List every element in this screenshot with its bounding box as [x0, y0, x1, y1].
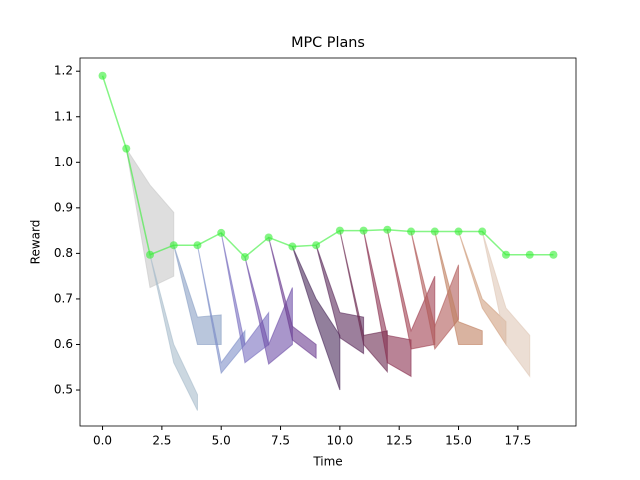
point [264, 233, 273, 242]
point [288, 242, 297, 251]
point [146, 250, 155, 259]
point [430, 227, 439, 236]
plot-frame [79, 57, 577, 427]
plan-band [291, 246, 341, 391]
point [407, 227, 416, 236]
y-tick-label: 0.9 [54, 200, 73, 214]
point [169, 241, 178, 250]
y-tick-label: 0.6 [54, 337, 73, 351]
plan-band [149, 254, 198, 411]
chart-title: MPC Plans [291, 35, 365, 51]
y-axis-label: Reward [29, 220, 43, 265]
y-tick-label: 0.8 [54, 246, 73, 260]
plan-band [268, 237, 317, 360]
point [312, 241, 321, 250]
x-tick-label: 17.5 [504, 434, 531, 448]
point [193, 241, 202, 250]
plan-band [434, 231, 483, 345]
point [549, 250, 558, 259]
x-tick-label: 2.5 [152, 434, 171, 448]
point [383, 225, 392, 234]
x-tick-label: 12.5 [386, 434, 413, 448]
x-tick-label: 5.0 [212, 434, 231, 448]
point [98, 71, 107, 80]
point [240, 253, 249, 262]
plan-band [244, 256, 293, 365]
plan-band [196, 245, 246, 375]
x-axis-label: Time [312, 455, 342, 469]
point [359, 226, 368, 235]
x-tick-label: 0.0 [93, 434, 112, 448]
plan-band [410, 231, 460, 351]
plan-band [220, 232, 270, 364]
point [525, 250, 534, 259]
plan-band [363, 230, 412, 378]
plan-band [125, 148, 175, 289]
point [501, 250, 510, 259]
x-tick-label: 10.0 [327, 434, 354, 448]
point [478, 227, 487, 236]
y-tick-label: 1.0 [54, 155, 73, 169]
y-tick-label: 1.1 [54, 109, 73, 123]
x-tick-label: 7.5 [271, 434, 290, 448]
plan-band [173, 245, 222, 345]
point [122, 144, 131, 153]
point [454, 227, 463, 236]
x-tick-label: 15.0 [445, 434, 472, 448]
point [335, 226, 344, 235]
y-tick-label: 0.7 [54, 291, 73, 305]
plan-band [386, 229, 436, 350]
y-tick-label: 0.5 [54, 383, 73, 397]
y-tick-label: 1.2 [54, 64, 73, 78]
plan-band [481, 231, 531, 378]
point [217, 228, 226, 237]
